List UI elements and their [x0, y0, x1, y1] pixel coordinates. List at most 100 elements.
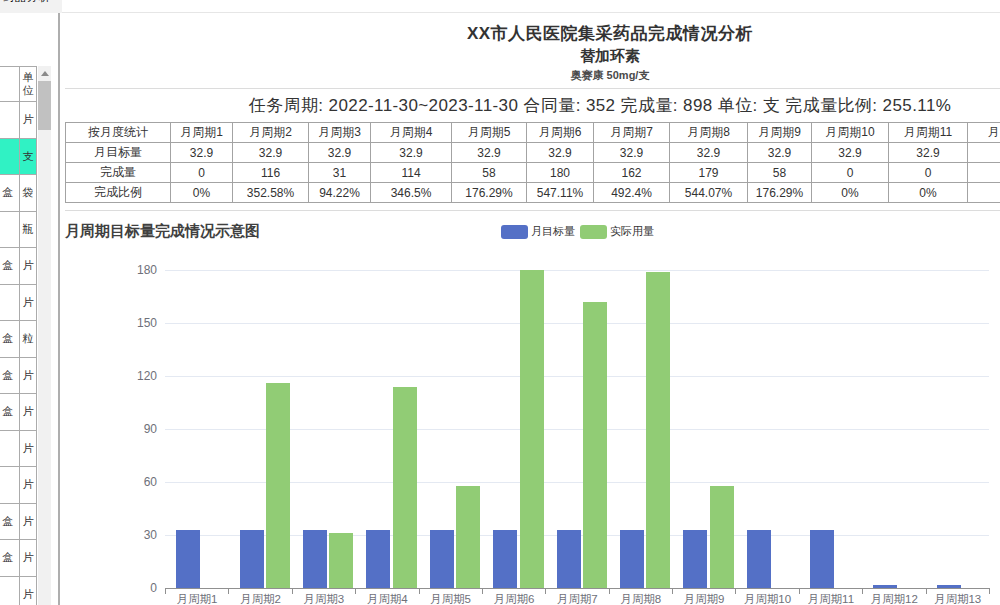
stats-table-cell: 547.11% — [527, 183, 594, 203]
chart-legend: 月目标量实际用量 — [501, 224, 654, 239]
sidebar-grid-row[interactable]: 支 — [0, 139, 37, 176]
stats-table-cell: 0% — [171, 183, 233, 203]
stats-table-cell: 0% — [889, 183, 968, 203]
x-axis-category-label: 月周期3 — [292, 592, 356, 605]
sidebar-grid-row[interactable]: 盒片 — [0, 504, 37, 541]
sidebar-grid-cell-unit: 片 — [20, 102, 37, 139]
stats-table-cell: 176.29% — [748, 183, 812, 203]
x-axis-category-label: 月周期13 — [926, 592, 990, 605]
target-bar[interactable] — [176, 530, 200, 588]
report-area: XX市人民医院集采药品完成情况分析 替加环素 奥赛康 50mg/支 任务周期: … — [60, 13, 1000, 605]
stats-table-cell: 32.9 — [748, 143, 812, 163]
stats-table-cell: 176.29% — [452, 183, 527, 203]
stats-table-cell: 162 — [594, 163, 670, 183]
stats-table-cell: 114 — [371, 163, 452, 183]
chart-gridline — [165, 376, 989, 377]
actual-bar[interactable] — [710, 486, 734, 588]
sidebar-grid-row[interactable]: 片 — [0, 102, 37, 139]
x-axis-category-label: 月周期7 — [545, 592, 609, 605]
sidebar-grid-row[interactable]: 盒片 — [0, 394, 37, 431]
completed-value: 898 — [683, 96, 713, 115]
sidebar-grid-row[interactable]: 片 — [0, 467, 37, 504]
sidebar-grid-cell-unit: 片 — [20, 467, 37, 504]
ratio-label: 完成量比例: — [785, 96, 877, 115]
sidebar-grid-cell-left — [0, 139, 20, 176]
stats-table-cell: 116 — [233, 163, 309, 183]
actual-bar[interactable] — [393, 387, 417, 588]
stats-table-row-label: 完成量 — [66, 163, 171, 183]
stats-table-cell: 544.07% — [670, 183, 748, 203]
target-bar[interactable] — [493, 530, 517, 588]
sidebar-scrollbar[interactable] — [38, 66, 51, 605]
legend-swatch — [580, 225, 607, 239]
stats-table-col-header: 月周期10 — [812, 123, 889, 143]
target-bar[interactable] — [303, 530, 327, 588]
legend-item[interactable]: 实际用量 — [580, 224, 654, 239]
stats-table-cell: 32.9 — [452, 143, 527, 163]
sidebar-grid-row[interactable]: 瓶 — [0, 212, 37, 249]
target-bar[interactable] — [937, 585, 961, 588]
legend-swatch — [501, 225, 528, 239]
scrollbar-up-arrow-icon[interactable] — [41, 71, 49, 76]
target-bar[interactable] — [747, 530, 771, 588]
stats-table-header-row: 按月度统计月周期1月周期2月周期3月周期4月周期5月周期6月周期7月周期8月周期… — [66, 123, 1000, 143]
scrollbar-thumb[interactable] — [38, 81, 51, 130]
stats-table-cell — [968, 183, 1000, 203]
sidebar-grid-cell-unit: 片 — [20, 431, 37, 468]
sidebar-grid-cell-unit: 瓶 — [20, 212, 37, 249]
target-bar[interactable] — [810, 530, 834, 588]
sidebar-grid-row[interactable]: 盒片 — [0, 358, 37, 395]
stats-table-col-header: 月周期5 — [452, 123, 527, 143]
target-bar[interactable] — [683, 530, 707, 588]
actual-bar[interactable] — [583, 302, 607, 588]
sidebar-grid-row[interactable]: 片 — [0, 577, 37, 605]
sidebar-grid-cell-unit: 片 — [20, 577, 37, 605]
report-title: XX市人民医院集采药品完成情况分析 — [60, 22, 1000, 45]
actual-bar[interactable] — [266, 383, 290, 588]
sidebar-grid-row[interactable]: 盒袋 — [0, 175, 37, 212]
actual-bar[interactable] — [329, 533, 353, 588]
ratio-value: 255.11% — [883, 96, 952, 115]
completed-label: 完成量: — [621, 96, 678, 115]
sidebar-grid-row[interactable]: 盒片 — [0, 248, 37, 285]
target-bar[interactable] — [620, 530, 644, 588]
task-period-value: 2022-11-30~2023-11-30 — [329, 96, 519, 115]
stats-table-cell: 58 — [748, 163, 812, 183]
monthly-stats-table: 按月度统计月周期1月周期2月周期3月周期4月周期5月周期6月周期7月周期8月周期… — [65, 122, 1000, 203]
target-bar[interactable] — [366, 530, 390, 588]
actual-bar[interactable] — [520, 270, 544, 588]
task-summary-line: 任务周期: 2022-11-30~2023-11-30 合同量: 352 完成量… — [65, 94, 1000, 117]
stats-table-cell: 352.58% — [233, 183, 309, 203]
sidebar-unit-grid: 单位 片支盒袋瓶盒片片盒粒盒片盒片片片盒片盒片片片 — [0, 66, 37, 605]
sidebar-grid-row[interactable]: 片 — [0, 431, 37, 468]
stats-table-cell: 58 — [452, 163, 527, 183]
stats-table-cell: 346.5% — [371, 183, 452, 203]
stats-table-row: 完成比例0%352.58%94.22%346.5%176.29%547.11%4… — [66, 183, 1000, 203]
sidebar-grid-cell-unit: 片 — [20, 285, 37, 322]
sidebar-grid-cell-left: 盒 — [0, 248, 20, 285]
target-bar[interactable] — [240, 530, 264, 588]
chart-gridline — [165, 323, 989, 324]
stats-table-cell: 32.9 — [670, 143, 748, 163]
target-bar[interactable] — [557, 530, 581, 588]
stats-table-col-header: 月周期12 — [968, 123, 1000, 143]
sidebar-grid-row[interactable]: 盒粒 — [0, 321, 37, 358]
sidebar-grid-row[interactable]: 盒片 — [0, 540, 37, 577]
stats-table-cell: 0 — [812, 163, 889, 183]
y-axis-label: 30 — [105, 528, 157, 542]
stats-table-col-header: 月周期7 — [594, 123, 670, 143]
target-bar[interactable] — [873, 585, 897, 588]
legend-item[interactable]: 月目标量 — [501, 224, 575, 239]
actual-bar[interactable] — [456, 486, 480, 588]
stats-table-cell: 0 — [889, 163, 968, 183]
y-axis-label: 60 — [105, 475, 157, 489]
target-bar[interactable] — [430, 530, 454, 588]
stats-table-cell: 0% — [812, 183, 889, 203]
y-axis-label: 150 — [105, 316, 157, 330]
sidebar-grid-row[interactable]: 片 — [0, 285, 37, 322]
actual-bar[interactable] — [646, 272, 670, 588]
stats-table-cell: 180 — [527, 163, 594, 183]
y-axis-label: 180 — [105, 263, 157, 277]
sidebar-grid-cell-unit: 片 — [20, 358, 37, 395]
x-axis-category-label: 月周期1 — [165, 592, 229, 605]
